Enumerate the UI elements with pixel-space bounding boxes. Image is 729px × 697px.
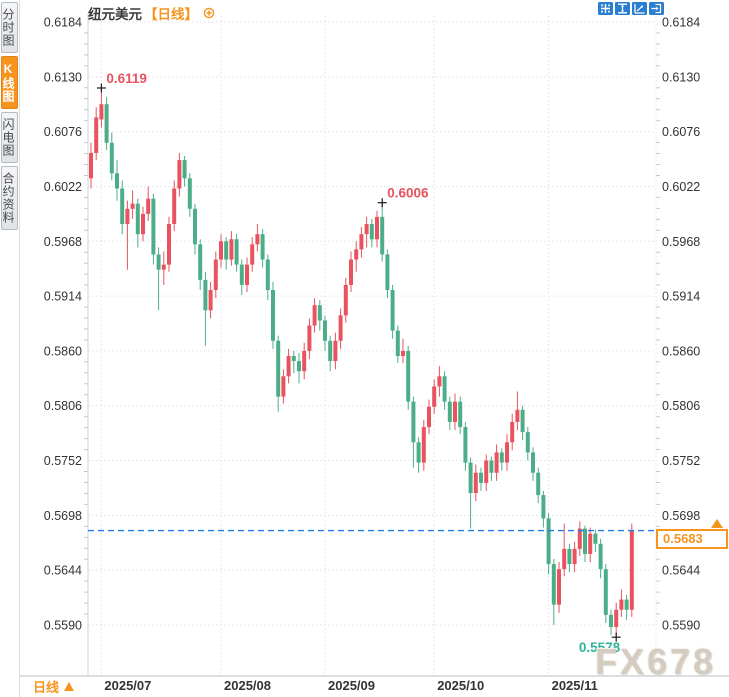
watermark: FX678 (595, 641, 717, 682)
svg-text:2025/11: 2025/11 (552, 678, 598, 693)
svg-text:2025/09: 2025/09 (328, 678, 375, 693)
period-tag: 【日线】 (144, 7, 198, 22)
y-axis-zoom-icon[interactable] (615, 2, 630, 15)
chart-header: 纽元美元 【日线】 (88, 3, 215, 23)
svg-text:0.6022: 0.6022 (662, 180, 700, 194)
sidebar-tab-kline-chart[interactable]: K线图 (1, 56, 18, 109)
svg-text:0.6076: 0.6076 (44, 125, 82, 139)
svg-text:2025/10: 2025/10 (437, 678, 484, 693)
svg-text:0.5590: 0.5590 (662, 619, 700, 633)
svg-text:0.5698: 0.5698 (662, 509, 700, 523)
svg-text:0.5860: 0.5860 (662, 344, 700, 358)
svg-text:0.5806: 0.5806 (44, 399, 82, 413)
svg-text:0.5752: 0.5752 (662, 454, 700, 468)
svg-text:0.5914: 0.5914 (44, 290, 82, 304)
last-price-tag: 0.5683 (656, 529, 728, 549)
svg-text:0.5578: 0.5578 (579, 640, 621, 655)
svg-text:0.6130: 0.6130 (44, 70, 82, 84)
svg-text:0.6022: 0.6022 (44, 180, 82, 194)
svg-text:0.5860: 0.5860 (44, 344, 82, 358)
x-axis-zoom-icon[interactable] (632, 2, 647, 15)
svg-text:0.5914: 0.5914 (662, 290, 700, 304)
svg-text:0.5590: 0.5590 (44, 619, 82, 633)
up-triangle-icon (64, 682, 75, 691)
svg-text:0.6184: 0.6184 (44, 16, 82, 30)
sidebar: 分时图 K线图 闪电图 合约资料 (0, 0, 20, 697)
sidebar-tab-contract-info[interactable]: 合约资料 (1, 166, 18, 230)
period-selector-label: 日线 (33, 680, 60, 695)
sidebar-tab-lightning-chart[interactable]: 闪电图 (1, 112, 18, 163)
svg-text:2025/08: 2025/08 (224, 678, 271, 693)
price-up-arrow-icon (711, 519, 723, 528)
svg-text:0.6130: 0.6130 (662, 70, 700, 84)
svg-text:0.6119: 0.6119 (106, 71, 147, 86)
svg-text:0.6006: 0.6006 (387, 186, 429, 201)
add-indicator-icon[interactable] (203, 7, 215, 19)
svg-text:0.5752: 0.5752 (44, 454, 82, 468)
svg-text:2025/07: 2025/07 (104, 678, 151, 693)
period-selector[interactable]: 日线 (33, 677, 75, 696)
svg-text:0.5968: 0.5968 (44, 235, 82, 249)
svg-text:0.5644: 0.5644 (44, 564, 82, 578)
svg-text:0.5644: 0.5644 (662, 564, 700, 578)
sidebar-tab-time-chart[interactable]: 分时图 (1, 2, 18, 53)
symbol-title: 纽元美元 (88, 7, 142, 22)
pan-crosshair-icon[interactable] (598, 2, 613, 15)
svg-text:0.6184: 0.6184 (662, 16, 700, 30)
exit-chart-icon[interactable] (649, 2, 664, 15)
chart-toolbar (598, 2, 664, 15)
svg-text:0.5968: 0.5968 (662, 235, 700, 249)
svg-text:0.6076: 0.6076 (662, 125, 700, 139)
svg-text:0.5806: 0.5806 (662, 399, 700, 413)
svg-text:0.5698: 0.5698 (44, 509, 82, 523)
